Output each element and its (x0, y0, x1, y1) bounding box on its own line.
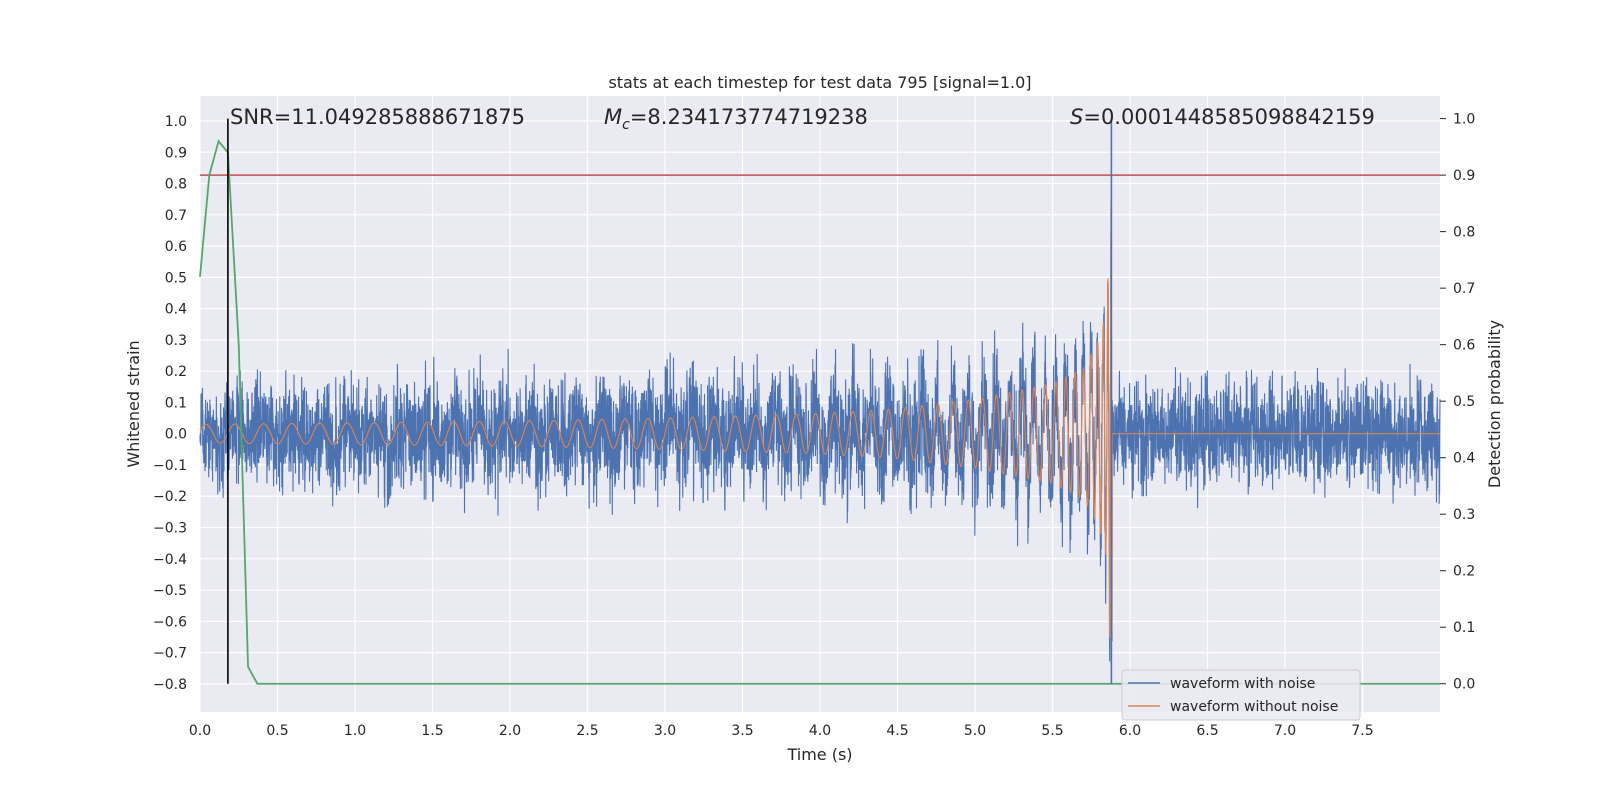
left-y-axis-label: Whitened strain (124, 340, 143, 467)
left-y-tick-label: 0.6 (165, 239, 187, 255)
left-y-tick-label: −0.2 (153, 489, 187, 505)
x-tick-label: 2.0 (499, 723, 521, 739)
left-y-tick-label: 0.9 (165, 145, 187, 161)
x-tick-label: 0.0 (189, 723, 211, 739)
right-y-tick-label: 0.1 (1453, 620, 1475, 636)
detection-probability-line (199, 139, 1440, 685)
left-y-axis-ticks: 1.0 0.9 0.8 0.7 0.6 0.5 0.4 0.3 0.2 0.1 0.0 −0.1 −0.… (153, 114, 187, 693)
legend-box (1121, 669, 1361, 721)
right-y-tick-label: 0.8 (1453, 225, 1475, 241)
waveform-without-noise-series (199, 200, 1440, 638)
s-annotation: S=0.0001448585098842159 (1070, 105, 1375, 129)
mc-value: =8.234173774719238 (630, 105, 868, 129)
x-tick-label: 3.5 (731, 723, 753, 739)
left-y-tick-label: 0.2 (165, 364, 187, 380)
right-y-tick-label: 0.3 (1453, 507, 1475, 523)
left-y-tick-label: 1.0 (165, 114, 187, 130)
mc-symbol: M (604, 105, 622, 129)
s-symbol: S (1070, 105, 1083, 129)
mc-annotation: Mc=8.234173774719238 (604, 105, 868, 133)
legend-label-clean: waveform without noise (1170, 699, 1338, 715)
waveform-with-noise-series (199, 222, 1441, 662)
x-tick-label: 2.5 (576, 723, 598, 739)
left-y-tick-label: −0.3 (153, 521, 187, 537)
waveform-without-noise-line (199, 200, 1440, 638)
right-y-tick-label: 0.5 (1453, 394, 1475, 410)
x-axis-ticks: 0.0 0.5 1.0 1.5 2.0 2.5 3.0 3.5 4.0 4.5 5.0 5.5 6.0 6… (189, 723, 1374, 739)
waveform-with-noise-line (199, 222, 1441, 662)
x-tick-label: 4.0 (809, 723, 831, 739)
left-y-tick-label: −0.4 (153, 552, 187, 568)
left-y-tick-label: 0.0 (165, 427, 187, 443)
x-tick-label: 5.5 (1041, 723, 1063, 739)
x-tick-label: 0.5 (266, 723, 288, 739)
right-y-tick-label: 1.0 (1453, 112, 1475, 128)
s-value: =0.0001448585098842159 (1083, 105, 1375, 129)
chart-title: stats at each timestep for test data 795… (608, 73, 1031, 92)
x-tick-label: 4.5 (886, 723, 908, 739)
right-y-axis-ticks: 1.0 0.9 0.8 0.7 0.6 0.5 0.4 0.3 0.2 0.1 0.0 (1440, 112, 1475, 693)
left-y-tick-label: 0.8 (165, 177, 187, 193)
left-y-tick-label: 0.4 (165, 302, 187, 318)
x-tick-label: 1.5 (421, 723, 443, 739)
right-y-tick-label: 0.7 (1453, 281, 1475, 297)
left-y-tick-label: 0.1 (165, 395, 187, 411)
detection-probability-series (199, 139, 1440, 685)
left-y-tick-label: −0.7 (153, 646, 187, 662)
left-y-tick-label: −0.6 (153, 614, 187, 630)
left-y-tick-label: 0.7 (165, 208, 187, 224)
left-y-tick-label: 0.5 (165, 270, 187, 286)
left-y-tick-label: −0.8 (153, 677, 187, 693)
legend-label-noise: waveform with noise (1170, 676, 1315, 692)
x-tick-label: 5.0 (964, 723, 986, 739)
mc-subscript: c (622, 117, 630, 133)
snr-annotation: SNR=11.049285888671875 (230, 105, 525, 129)
x-tick-label: 7.5 (1351, 723, 1373, 739)
left-y-tick-label: −0.5 (153, 583, 187, 599)
x-axis-label: Time (s) (786, 745, 852, 764)
right-y-tick-label: 0.0 (1453, 677, 1475, 693)
x-tick-label: 6.0 (1119, 723, 1141, 739)
x-tick-label: 3.0 (654, 723, 676, 739)
right-y-tick-label: 0.4 (1453, 451, 1475, 467)
left-y-tick-label: 0.3 (165, 333, 187, 349)
legend: waveform with noise waveform without noi… (1121, 669, 1361, 721)
left-y-tick-label: −0.1 (153, 458, 187, 474)
right-y-tick-label: 0.2 (1453, 564, 1475, 580)
right-y-axis-label: Detection probability (1485, 320, 1504, 488)
x-tick-label: 1.0 (344, 723, 366, 739)
right-y-tick-label: 0.6 (1453, 338, 1475, 354)
x-tick-label: 6.5 (1196, 723, 1218, 739)
right-y-tick-label: 0.9 (1453, 168, 1475, 184)
x-tick-label: 7.0 (1274, 723, 1296, 739)
markers (227, 118, 1113, 684)
